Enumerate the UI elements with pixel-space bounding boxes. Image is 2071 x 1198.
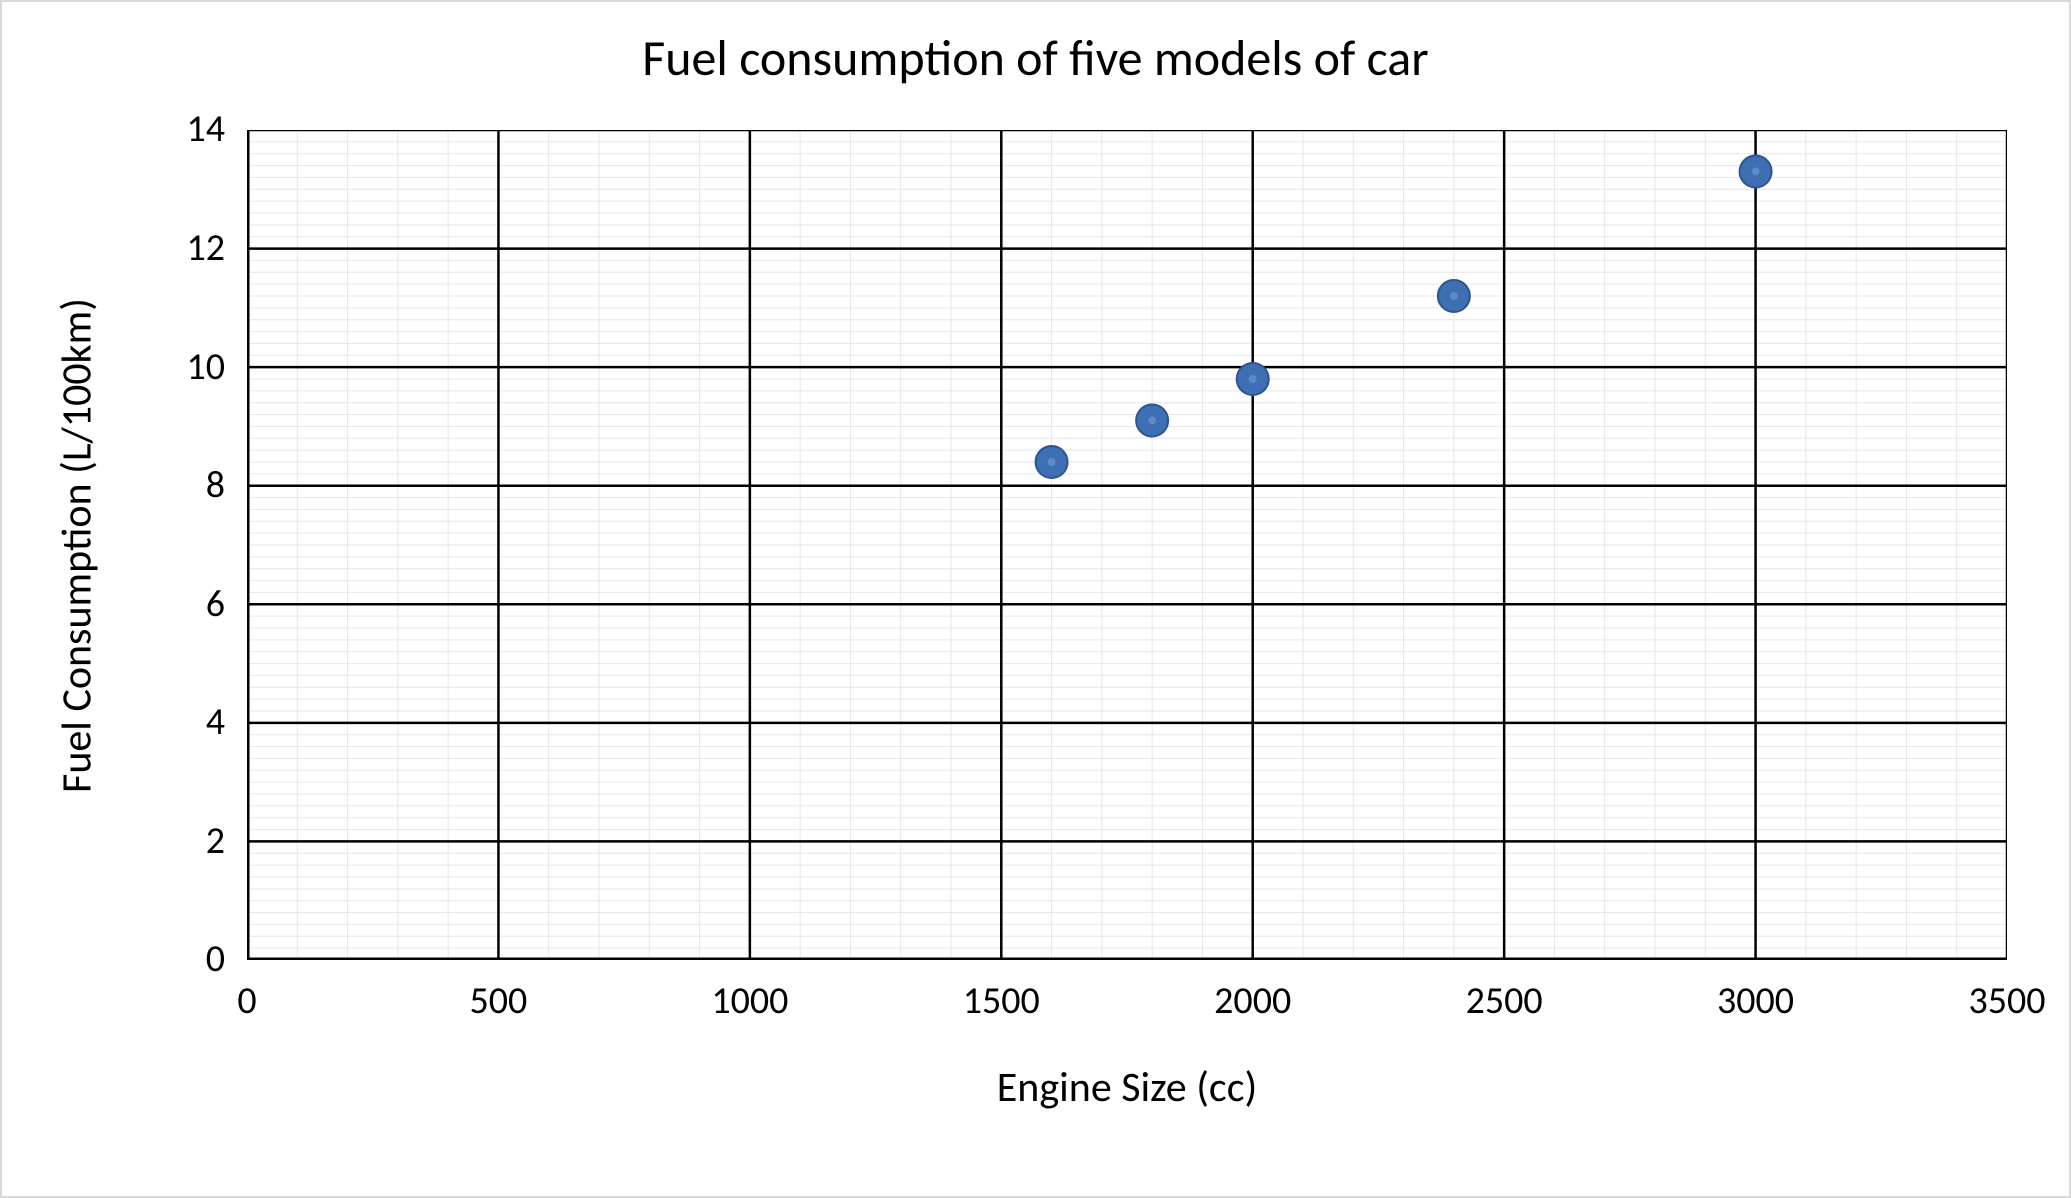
chart-container: Fuel consumption of five models of car F…: [0, 0, 2071, 1198]
y-tick-label: 4: [206, 699, 225, 745]
x-tick-label: 1500: [941, 978, 1061, 1024]
x-tick-label: 500: [438, 978, 558, 1024]
y-tick-label: 12: [186, 225, 225, 271]
y-tick-label: 10: [186, 344, 225, 390]
y-tick-label: 6: [206, 581, 225, 627]
x-axis-label: Engine Size (cc): [727, 1062, 1527, 1113]
chart-svg: [247, 130, 2007, 960]
x-tick-label: 2500: [1444, 978, 1564, 1024]
y-tick-label: 14: [186, 106, 225, 152]
y-tick-label: 2: [206, 818, 225, 864]
x-tick-label: 0: [187, 978, 307, 1024]
chart-title: Fuel consumption of five models of car: [32, 28, 2039, 89]
y-axis-label: Fuel Consumption (L/100km): [52, 246, 103, 846]
x-tick-label: 2000: [1193, 978, 1313, 1024]
x-tick-label: 1000: [690, 978, 810, 1024]
y-tick-label: 0: [206, 936, 225, 982]
plot-area: [247, 130, 2007, 960]
x-tick-label: 3500: [1947, 978, 2067, 1024]
x-tick-label: 3000: [1696, 978, 1816, 1024]
y-tick-label: 8: [206, 462, 225, 508]
